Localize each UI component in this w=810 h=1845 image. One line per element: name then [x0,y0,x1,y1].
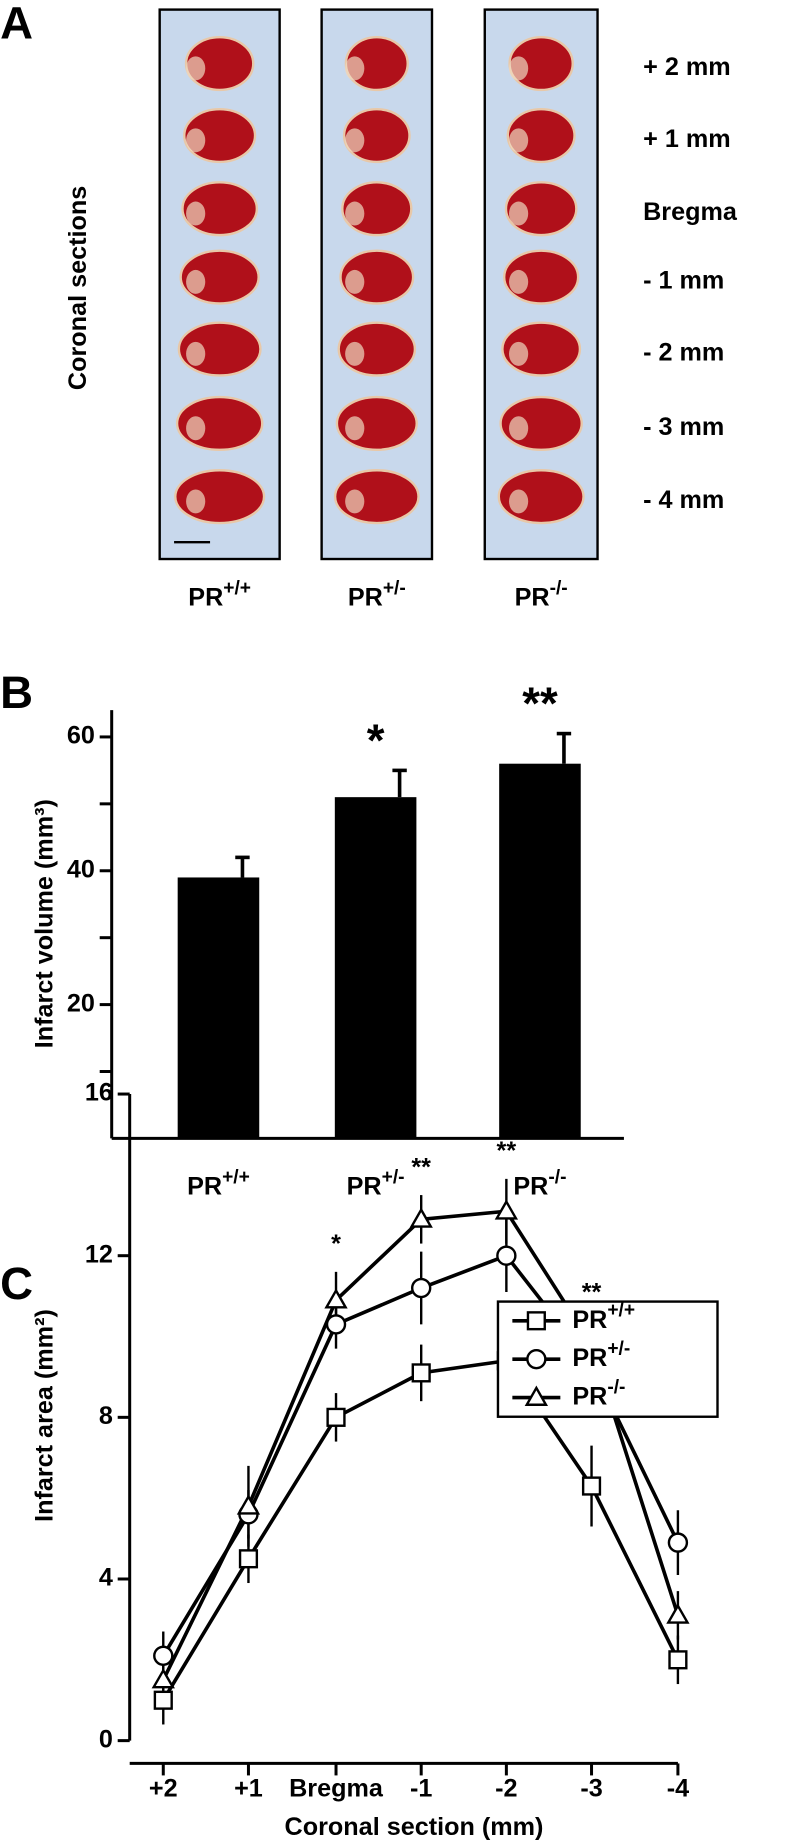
infarct [186,56,206,81]
y-tick-label: 12 [85,1240,113,1268]
panel-label: A [0,0,33,48]
infarct [345,56,365,81]
genotype-label: PR-/- [515,578,568,611]
infarct [509,489,529,514]
x-tick-label: -1 [410,1774,432,1802]
infarct [509,416,529,441]
genotype-label: PR+/+ [188,578,251,611]
y-tick-label: 0 [99,1725,113,1753]
marker [410,1277,432,1299]
infarct [186,201,206,226]
marker [151,1668,175,1689]
infarct [186,341,206,366]
legend-label: PR+/- [572,1339,630,1372]
infarct [509,128,529,153]
x-tick-label: PR+/- [347,1167,405,1200]
marker [325,1314,347,1335]
marker [153,1690,173,1710]
x-tick-label: -2 [495,1774,517,1802]
level-label: - 4 mm [643,486,724,514]
legend-label: PR-/- [572,1377,625,1410]
level-label: + 2 mm [643,53,731,81]
significance: * [367,715,385,766]
marker [581,1476,602,1496]
infarct [345,201,365,226]
x-tick-label: -4 [667,1774,689,1802]
significance: ** [497,1137,517,1165]
infarct [186,416,206,441]
x-tick-label: PR+/+ [187,1167,250,1200]
significance: ** [582,1279,602,1307]
marker [409,1207,433,1228]
infarct [509,201,529,226]
x-tick-label: PR-/- [513,1167,566,1200]
infarct [509,269,529,294]
level-label: - 3 mm [643,413,724,441]
marker [411,1363,431,1383]
infarct [186,489,206,514]
genotype-label: PR+/- [348,578,406,611]
y-tick-label: 60 [67,722,95,750]
axis-label: Coronal sections [64,186,92,390]
marker [494,1199,519,1220]
panel-label: C [0,1258,33,1309]
marker [526,1348,547,1370]
y-tick-label: 16 [85,1079,113,1107]
level-label: - 2 mm [643,339,724,367]
significance: ** [522,678,558,729]
significance: ** [411,1153,431,1181]
marker [236,1494,261,1515]
infarct [345,269,365,294]
legend-label: PR+/+ [572,1300,635,1333]
infarct [345,416,365,441]
brain-slice [184,35,255,92]
bar [177,877,260,1139]
x-tick-label: Bregma [289,1774,384,1802]
bar [499,763,581,1139]
x-axis-label: Coronal section (mm) [285,1813,544,1841]
y-tick-label: 20 [67,989,95,1017]
marker [526,1311,546,1331]
infarct [345,341,365,366]
infarct [509,341,529,366]
marker [666,1603,690,1624]
marker [153,1645,174,1666]
marker [496,1245,517,1266]
infarct [186,128,206,153]
x-tick-label: +2 [149,1774,178,1802]
level-label: + 1 mm [643,125,731,153]
infarct [509,56,529,81]
marker [667,1532,689,1553]
marker [326,1407,346,1427]
y-tick-label: 40 [67,855,95,883]
level-label: - 1 mm [643,267,724,295]
marker [238,1549,259,1569]
x-tick-label: +1 [234,1774,263,1802]
marker [324,1288,348,1309]
infarct [186,269,206,294]
marker [668,1650,688,1670]
significance: * [331,1230,341,1258]
y-tick-label: 4 [99,1564,113,1592]
y-tick-label: 8 [99,1402,113,1430]
y-axis-label: Infarct area (mm²) [30,1309,58,1522]
panel-label: B [0,667,33,718]
x-tick-label: -3 [580,1774,602,1802]
level-label: Bregma [643,198,738,226]
marker [524,1385,549,1406]
bar [334,797,417,1139]
infarct [345,128,365,153]
infarct [345,489,365,514]
y-axis-label: Infarct volume (mm³) [30,799,58,1048]
